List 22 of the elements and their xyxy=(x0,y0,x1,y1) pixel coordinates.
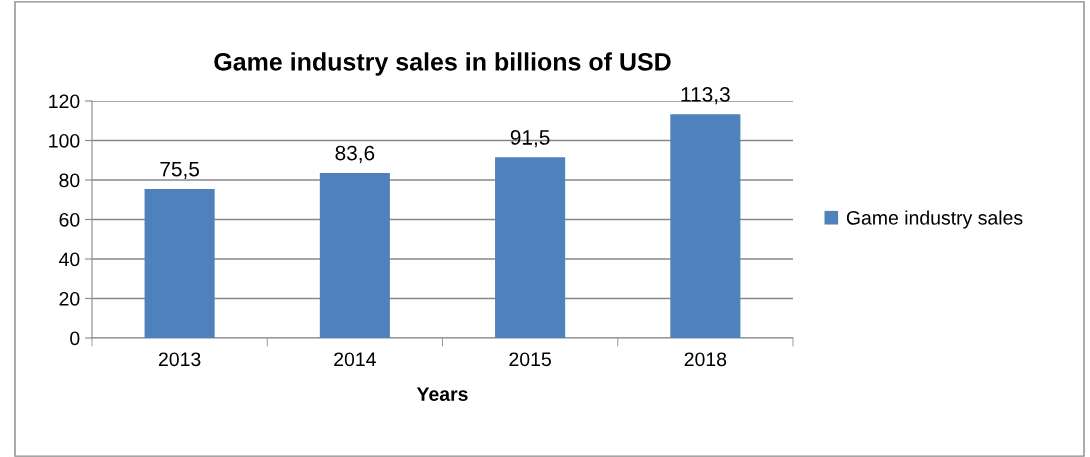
y-tick-label: 0 xyxy=(70,331,80,346)
x-tick-label: 2014 xyxy=(334,352,376,367)
y-tick-label: 20 xyxy=(59,291,80,306)
x-axis-title: Years xyxy=(416,387,468,401)
x-tick-label: 2015 xyxy=(509,352,551,367)
legend-label: Game industry sales xyxy=(846,210,1023,229)
data-label: 75,5 xyxy=(160,161,200,179)
data-label: 91,5 xyxy=(510,130,550,148)
chart-title: Game industry sales in billions of USD xyxy=(214,52,671,76)
bar xyxy=(495,157,566,338)
y-tick-label: 120 xyxy=(49,94,80,109)
x-tick-label: 2018 xyxy=(684,352,727,367)
x-tick-label: 2013 xyxy=(158,352,201,367)
data-label: 113,3 xyxy=(681,87,730,105)
bar xyxy=(144,188,215,338)
bar xyxy=(319,172,390,338)
bar xyxy=(670,114,741,338)
y-tick-label: 60 xyxy=(59,212,80,227)
y-tick-label: 80 xyxy=(59,173,80,188)
y-tick-label: 100 xyxy=(49,133,80,148)
y-tick-label: 40 xyxy=(59,252,80,267)
data-label: 83,6 xyxy=(335,145,375,163)
